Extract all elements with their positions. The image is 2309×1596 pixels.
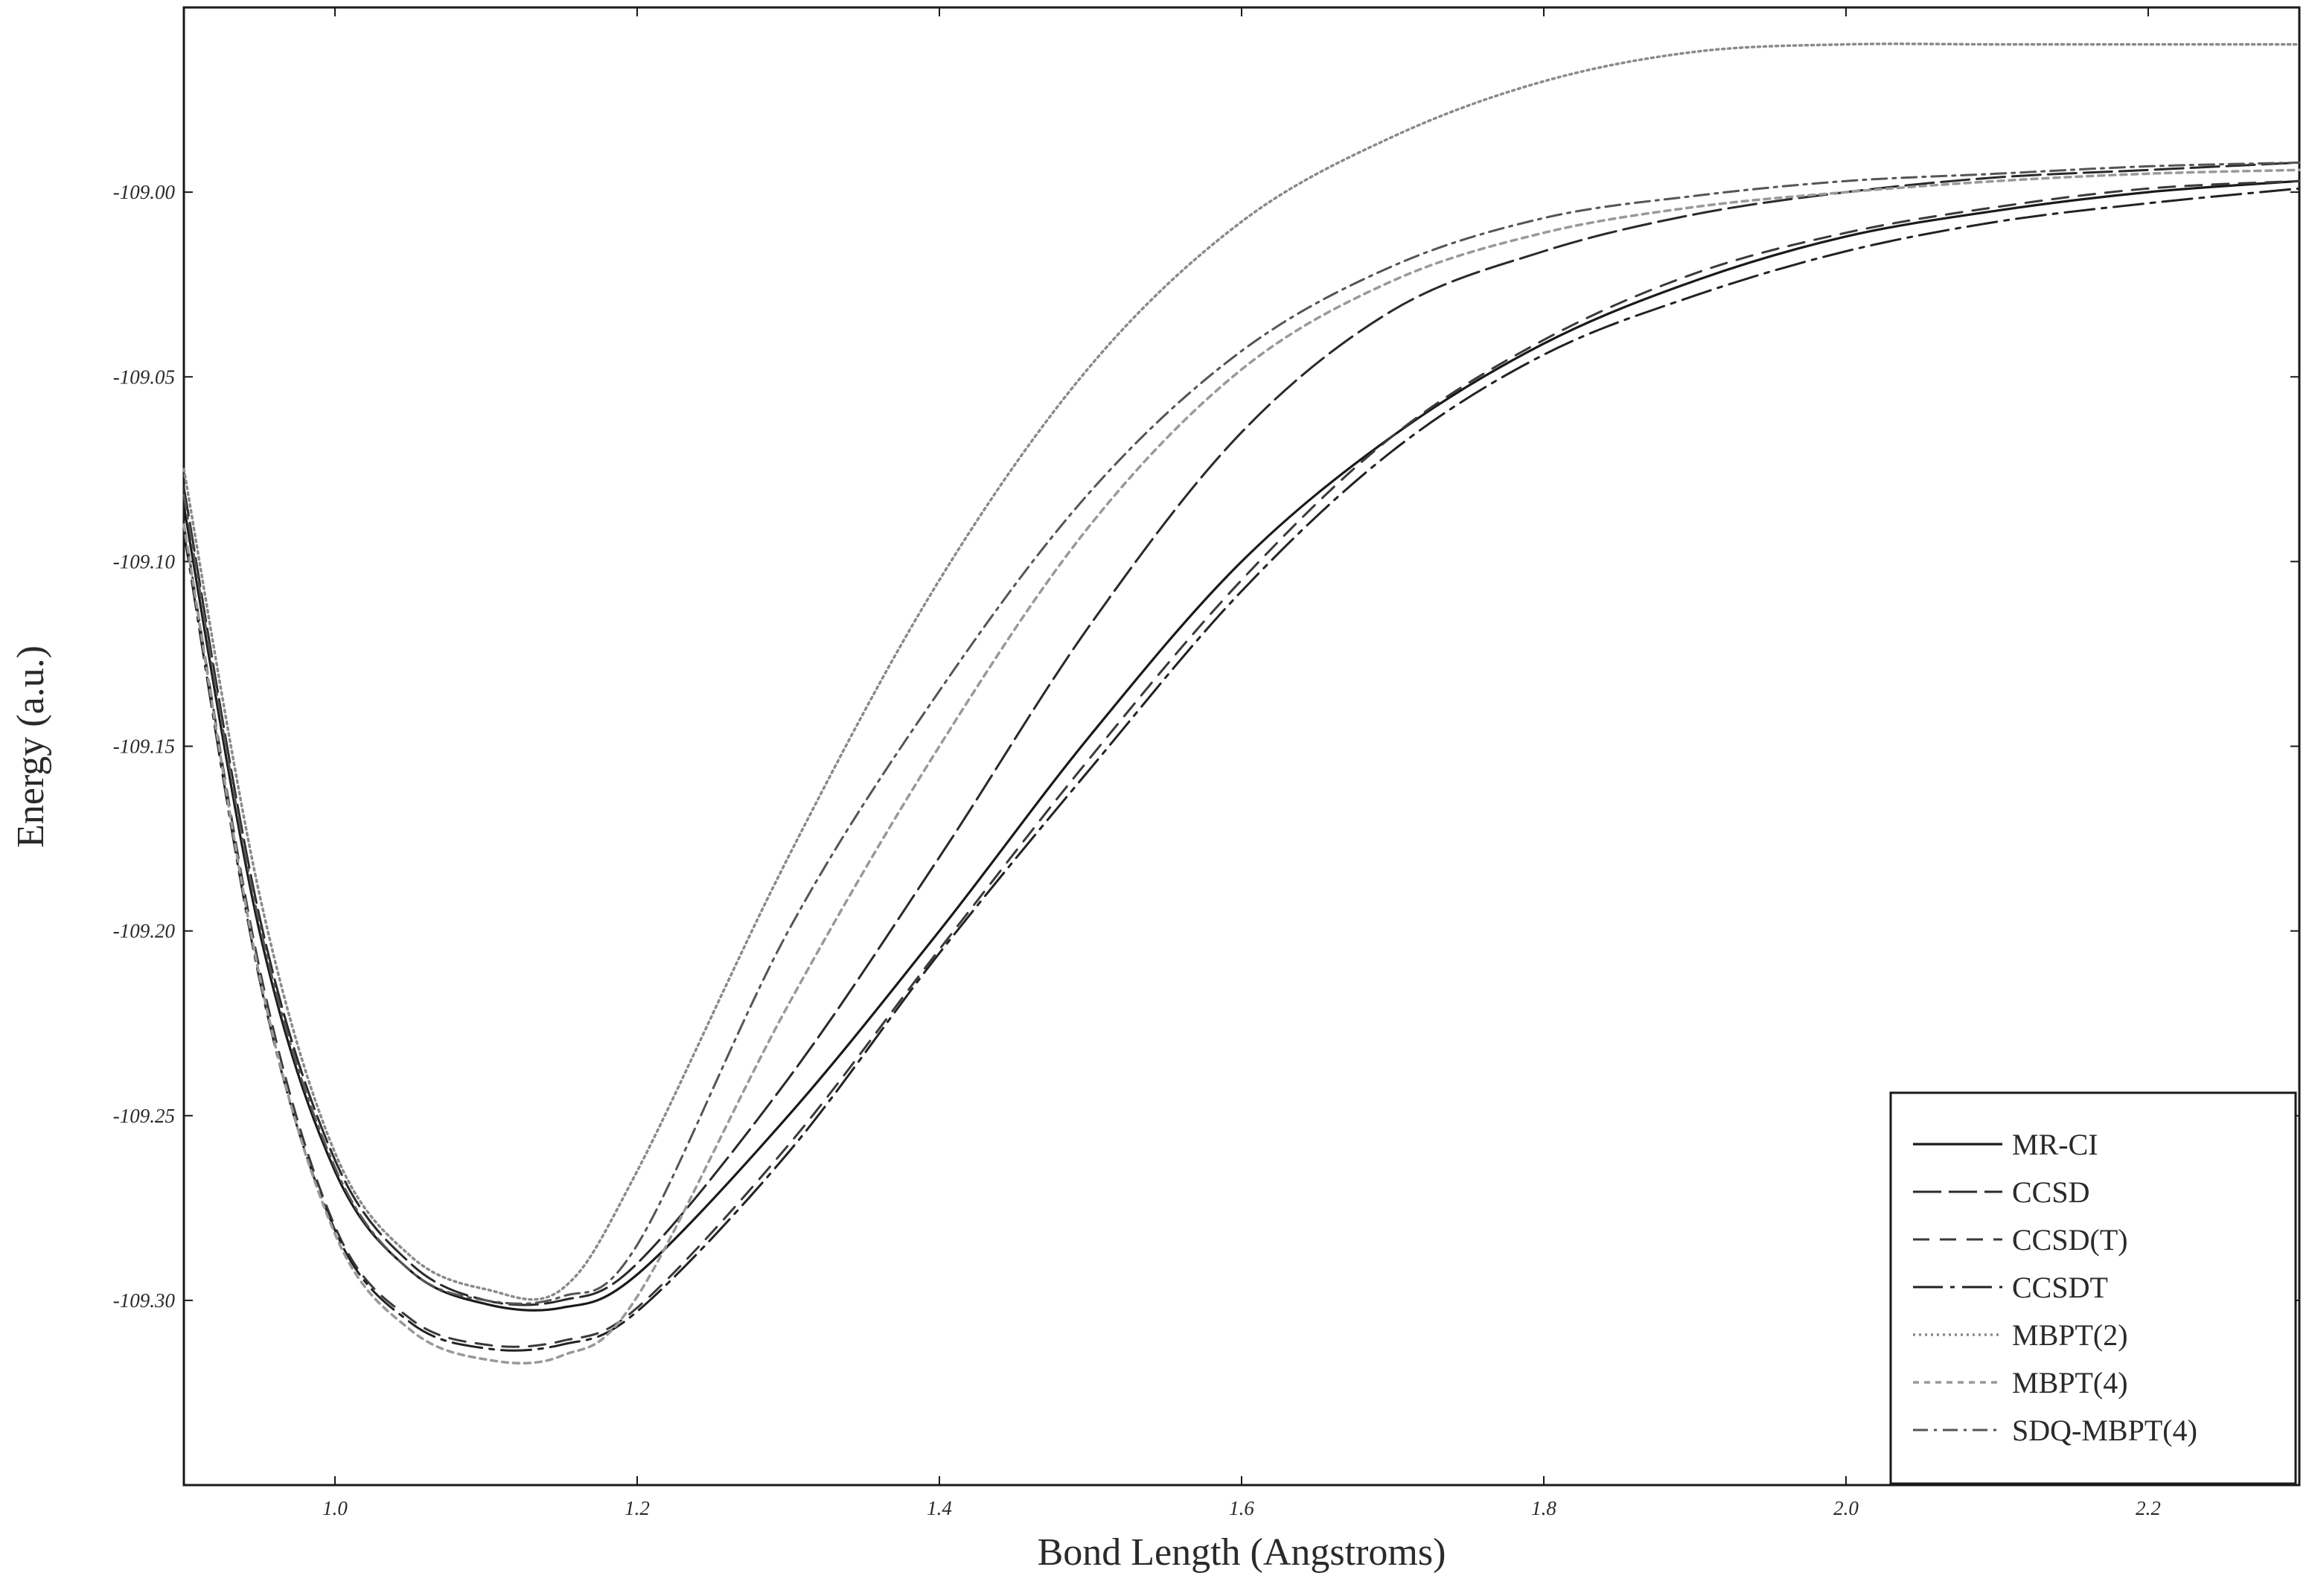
series-line-ccsd-t <box>182 179 2301 1348</box>
series-line-mbpt-4 <box>182 168 2301 1365</box>
legend-label: MR-CI <box>2012 1128 2098 1161</box>
legend-label: CCSD(T) <box>2012 1223 2128 1257</box>
y-tick-label: -109.20 <box>113 920 176 942</box>
legend-label: CCSD <box>2012 1175 2090 1209</box>
legend-box <box>1889 1091 2297 1485</box>
series-layer <box>182 42 2301 1365</box>
x-tick-label: 1.8 <box>1531 1497 1556 1519</box>
series-line-mr-ci <box>182 179 2301 1312</box>
y-axis-title: Energy (a.u.) <box>10 645 52 848</box>
y-tick-label: -109.30 <box>113 1289 176 1312</box>
legend-label: CCSDT <box>2012 1271 2108 1304</box>
x-tick-label: 1.0 <box>322 1497 348 1519</box>
series-line-mbpt-2 <box>182 42 2301 1301</box>
x-tick-label: 2.0 <box>1833 1497 1859 1519</box>
legend: MR-CI CCSD CCSD(T) CCSDT MBPT(2) MBPT(4) SDQ-M… <box>1889 1091 2297 1485</box>
y-tick-label: -109.15 <box>113 735 175 758</box>
x-tick-label: 1.6 <box>1229 1497 1254 1519</box>
y-tick-label: -109.25 <box>113 1105 175 1127</box>
y-tick-label: -109.05 <box>113 366 175 388</box>
y-tick-label: -109.00 <box>113 181 176 203</box>
axis-ticks: 1.0 1.2 1.4 1.6 1.8 2.0 2.2 -109.00 -109.05 -109.… <box>113 7 2299 1519</box>
x-tick-label: 1.2 <box>625 1497 650 1519</box>
legend-label: MBPT(2) <box>2012 1318 2128 1352</box>
series-line-sdq-mbpt-4 <box>182 161 2301 1305</box>
series-line-ccsdt <box>182 187 2301 1352</box>
legend-label: SDQ-MBPT(4) <box>2012 1414 2197 1447</box>
x-axis-title: Bond Length (Angstroms) <box>1038 1531 1446 1574</box>
x-tick-label: 2.2 <box>2136 1497 2161 1519</box>
x-tick-label: 1.4 <box>927 1497 952 1519</box>
y-tick-label: -109.10 <box>113 550 176 572</box>
legend-label: MBPT(4) <box>2012 1366 2128 1399</box>
